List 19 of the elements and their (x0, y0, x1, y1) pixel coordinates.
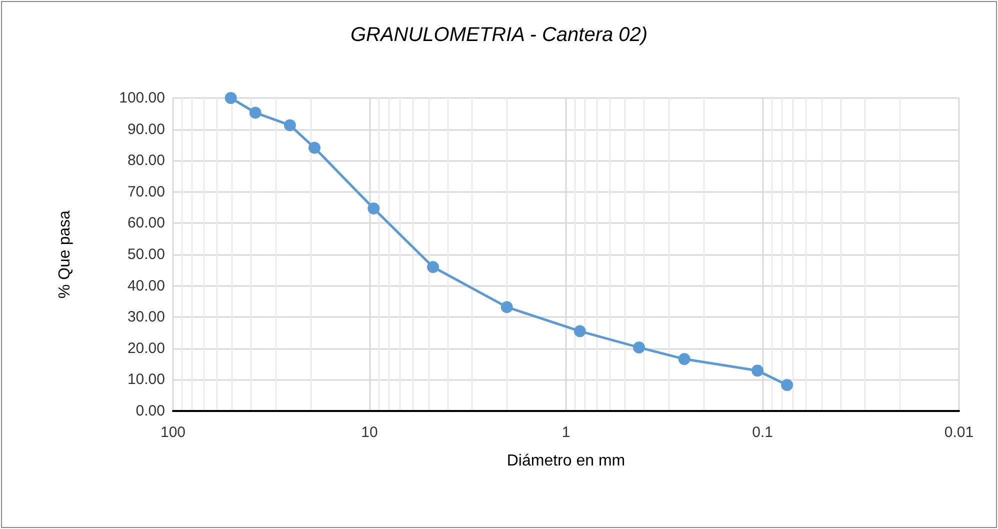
x-tick-label: 0.01 (944, 424, 974, 441)
y-tick-label: 70.00 (127, 183, 165, 200)
x-tick-label: 0.1 (752, 424, 773, 441)
x-tick-label: 10 (361, 424, 378, 441)
y-axis-title: % Que pasa (56, 210, 74, 299)
x-tick-label: 100 (160, 424, 186, 441)
y-tick-label: 30.00 (127, 308, 165, 326)
y-tick-label: 10.00 (127, 371, 165, 388)
y-tick-label: 100.00 (119, 90, 165, 106)
y-tick-label: 80.00 (127, 152, 165, 170)
chart-title: GRANULOMETRIA - Cantera 02) (350, 24, 648, 46)
x-tick-label: 1 (562, 424, 570, 441)
y-tick-label: 60.00 (127, 214, 165, 232)
y-tick-label: 90.00 (127, 120, 165, 138)
y-tick-label: 50.00 (127, 246, 165, 263)
y-tick-label: 20.00 (127, 340, 165, 357)
y-tick-label: 0.00 (136, 402, 165, 420)
x-axis-title: Diámetro en mm (506, 452, 626, 470)
y-tick-label: 40.00 (127, 277, 165, 294)
